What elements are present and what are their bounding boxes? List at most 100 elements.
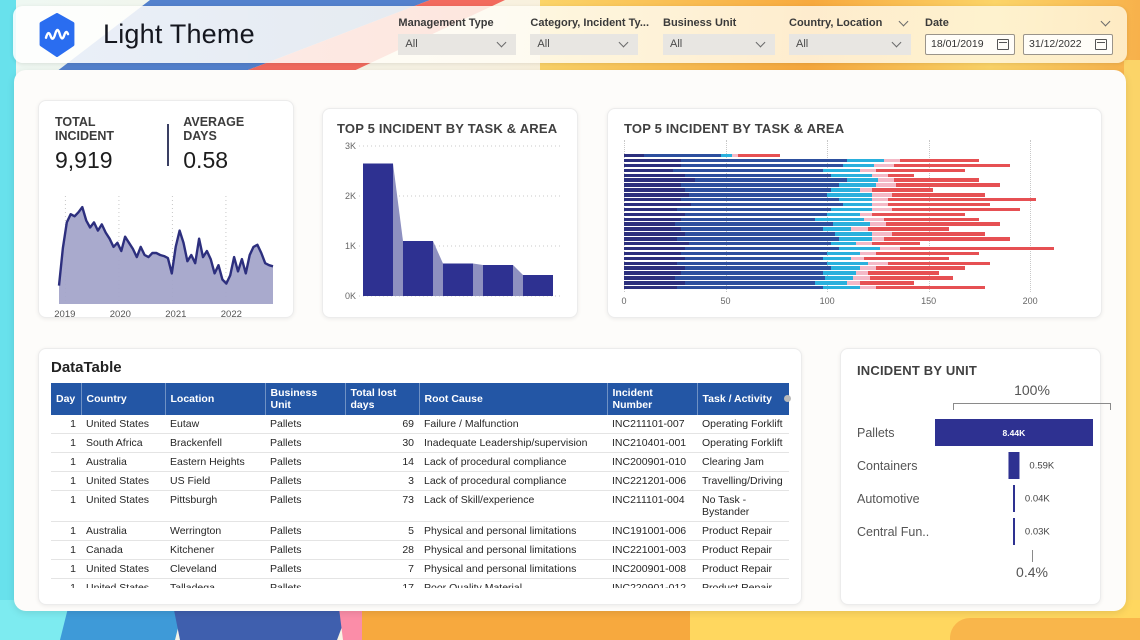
stacked-bar[interactable] bbox=[624, 212, 1085, 217]
bar-segment[interactable] bbox=[680, 217, 815, 221]
table-row[interactable]: 1 United States Eutaw Pallets 69 Failure / Ma… bbox=[51, 415, 789, 434]
bar-segment[interactable] bbox=[684, 246, 840, 251]
bar-segment[interactable] bbox=[869, 222, 886, 226]
stacked-bar[interactable] bbox=[624, 281, 1085, 285]
bar-segment[interactable] bbox=[867, 271, 939, 275]
bar-segment[interactable] bbox=[894, 163, 1010, 168]
step-bar[interactable] bbox=[523, 275, 553, 296]
bar-segment[interactable] bbox=[624, 163, 681, 168]
column-header[interactable]: Business Unit bbox=[264, 383, 345, 415]
bar-segment[interactable] bbox=[871, 212, 966, 217]
bar-segment[interactable] bbox=[855, 242, 872, 246]
stacked-bar[interactable] bbox=[624, 251, 1085, 256]
table-row[interactable]: 1 Australia Werrington Pallets 5 Physical and… bbox=[51, 521, 789, 541]
bar-segment[interactable] bbox=[624, 286, 677, 290]
bar-segment[interactable] bbox=[883, 217, 980, 221]
bar-segment[interactable] bbox=[887, 261, 990, 265]
bar-segment[interactable] bbox=[721, 154, 732, 158]
stacked-bar[interactable] bbox=[624, 237, 1085, 241]
table-row[interactable]: 1 Australia Eastern Heights Pallets 14 Lack o… bbox=[51, 452, 789, 472]
bar-segment[interactable] bbox=[892, 232, 986, 236]
bar-segment[interactable] bbox=[688, 242, 832, 246]
bar-segment[interactable] bbox=[684, 173, 832, 177]
bar-segment[interactable] bbox=[624, 237, 677, 241]
bar-segment[interactable] bbox=[624, 202, 692, 207]
datatable-scroll-area[interactable]: Day Country Location Business Unit Total los… bbox=[51, 383, 789, 588]
bar-segment[interactable] bbox=[674, 276, 826, 280]
bar-segment[interactable] bbox=[867, 261, 888, 265]
bar-segment[interactable] bbox=[827, 261, 868, 265]
bar-segment[interactable] bbox=[680, 158, 848, 163]
stacked-bar[interactable] bbox=[624, 173, 1085, 177]
table-row[interactable]: 1 South Africa Brackenfell Pallets 30 Inadequ… bbox=[51, 433, 789, 453]
stacked-bar[interactable] bbox=[624, 261, 1085, 265]
bar-segment[interactable] bbox=[731, 154, 738, 158]
funnel-bar[interactable] bbox=[1008, 452, 1020, 479]
bar-segment[interactable] bbox=[827, 212, 860, 217]
bar-segment[interactable] bbox=[644, 154, 722, 158]
bar-segment[interactable] bbox=[827, 251, 860, 256]
bar-segment[interactable] bbox=[823, 286, 860, 290]
stacked-bar[interactable] bbox=[624, 168, 1085, 173]
bar-segment[interactable] bbox=[831, 188, 860, 192]
bar-segment[interactable] bbox=[823, 168, 860, 173]
bar-segment[interactable] bbox=[825, 276, 854, 280]
stacked-bar[interactable] bbox=[624, 207, 1085, 212]
country-location-dropdown[interactable]: All bbox=[789, 33, 911, 55]
bar-segment[interactable] bbox=[676, 261, 828, 265]
bar-segment[interactable] bbox=[887, 173, 915, 177]
bar-segment[interactable] bbox=[831, 242, 856, 246]
stacked-bar[interactable] bbox=[624, 163, 1085, 168]
bar-segment[interactable] bbox=[871, 198, 888, 202]
column-header[interactable]: Incident Number bbox=[606, 383, 697, 415]
bar-segment[interactable] bbox=[843, 202, 872, 207]
bar-segment[interactable] bbox=[624, 183, 681, 187]
bar-segment[interactable] bbox=[624, 276, 675, 280]
bar-segment[interactable] bbox=[624, 212, 685, 217]
bar-segment[interactable] bbox=[624, 207, 677, 212]
bar-segment[interactable] bbox=[871, 232, 893, 236]
bar-segment[interactable] bbox=[871, 207, 893, 212]
column-header[interactable]: Task / Activity bbox=[696, 383, 789, 415]
stacked-bar[interactable] bbox=[624, 183, 1085, 187]
stacked-bar[interactable] bbox=[624, 286, 1085, 290]
bar-segment[interactable] bbox=[900, 158, 980, 163]
table-row[interactable]: 1 United States Pittsburgh Pallets 73 Lack of… bbox=[51, 490, 789, 522]
table-row[interactable]: 1 United States US Field Pallets 3 Lack of pr… bbox=[51, 471, 789, 491]
bar-segment[interactable] bbox=[875, 168, 966, 173]
bar-segment[interactable] bbox=[871, 242, 921, 246]
chevron-down-icon[interactable] bbox=[898, 16, 909, 26]
bar-segment[interactable] bbox=[839, 246, 880, 251]
bar-segment[interactable] bbox=[847, 158, 884, 163]
bar-segment[interactable] bbox=[676, 207, 832, 212]
bar-segment[interactable] bbox=[624, 198, 681, 202]
step-bar[interactable] bbox=[443, 263, 473, 297]
bar-segment[interactable] bbox=[624, 193, 689, 197]
bar-segment[interactable] bbox=[847, 178, 878, 182]
bar-segment[interactable] bbox=[624, 173, 685, 177]
bar-segment[interactable] bbox=[871, 237, 884, 241]
bar-segment[interactable] bbox=[859, 286, 876, 290]
stacked-bar[interactable] bbox=[624, 188, 1085, 192]
bar-segment[interactable] bbox=[896, 183, 1000, 187]
bar-segment[interactable] bbox=[676, 286, 824, 290]
stacked-bar[interactable] bbox=[624, 178, 1085, 182]
date-from-input[interactable]: 18/01/2019 bbox=[925, 33, 1015, 55]
bar-segment[interactable] bbox=[684, 281, 815, 285]
bar-segment[interactable] bbox=[737, 154, 781, 158]
step-bar[interactable] bbox=[483, 265, 513, 296]
date-to-input[interactable]: 31/12/2022 bbox=[1023, 33, 1113, 55]
bar-segment[interactable] bbox=[859, 212, 872, 217]
bar-segment[interactable] bbox=[859, 168, 876, 173]
column-header[interactable]: Day bbox=[51, 383, 81, 415]
stacked-bar[interactable] bbox=[624, 276, 1085, 280]
funnel-bar[interactable]: 8.44K bbox=[934, 419, 1093, 446]
bar-segment[interactable] bbox=[823, 256, 852, 261]
stacked-bar[interactable] bbox=[624, 217, 1085, 221]
bar-segment[interactable] bbox=[873, 163, 895, 168]
column-header[interactable]: Location bbox=[164, 383, 265, 415]
bar-segment[interactable] bbox=[900, 246, 1055, 251]
bar-segment[interactable] bbox=[894, 178, 980, 182]
column-header[interactable]: Total lost days bbox=[344, 383, 419, 415]
incident-trend-sparkline[interactable] bbox=[55, 192, 277, 304]
